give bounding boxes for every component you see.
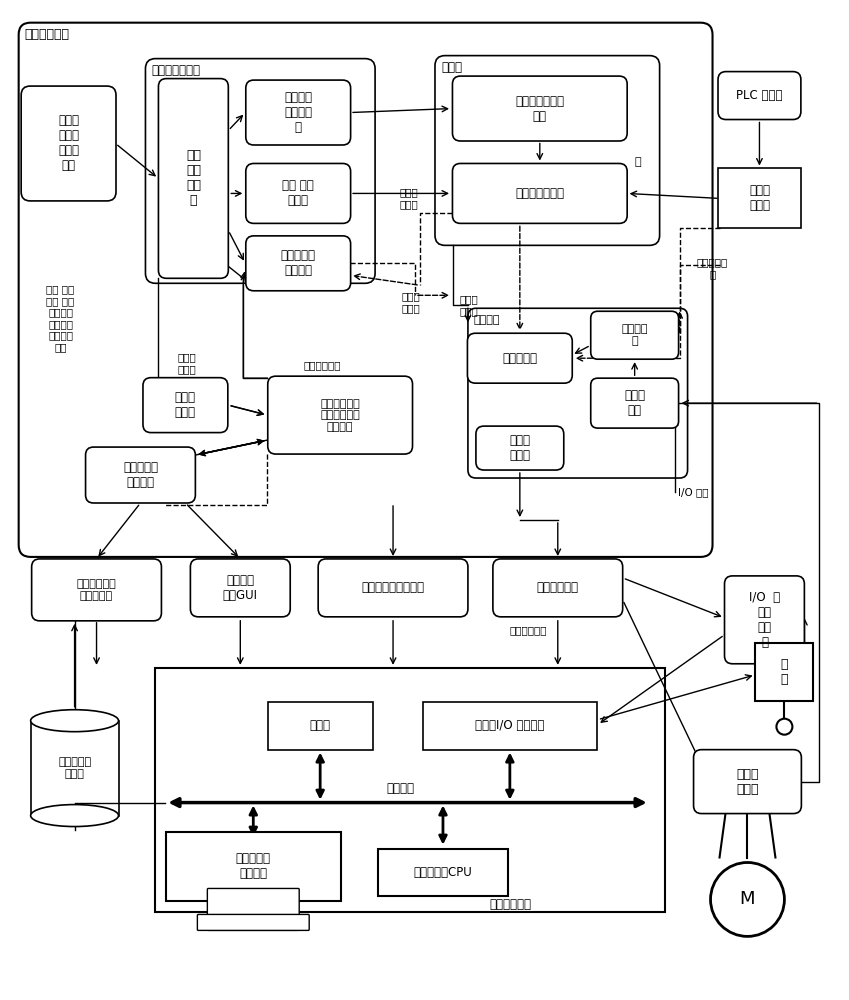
FancyBboxPatch shape: [159, 79, 228, 278]
FancyBboxPatch shape: [246, 163, 351, 223]
FancyBboxPatch shape: [318, 559, 468, 617]
FancyBboxPatch shape: [435, 56, 660, 245]
Text: 调度运
行接口: 调度运 行接口: [177, 352, 196, 374]
Text: 程序代码解析器: 程序代码解析器: [151, 64, 200, 77]
Text: 实时钟: 实时钟: [310, 719, 330, 732]
Circle shape: [777, 719, 792, 735]
Text: 直线、圆弧等常
规几: 直线、圆弧等常 规几: [515, 95, 565, 123]
FancyBboxPatch shape: [493, 559, 622, 617]
Text: 运算指令解
析执行器: 运算指令解 析执行器: [281, 249, 316, 277]
Circle shape: [711, 862, 784, 936]
Text: 实时操作系统: 实时操作系统: [510, 625, 548, 635]
FancyBboxPatch shape: [197, 914, 309, 930]
Text: 读取 测量
程序 文件
或包含测
量工序的
自动加工
文件: 读取 测量 程序 文件 或包含测 量工序的 自动加工 文件: [47, 284, 75, 352]
Text: 显示设备及
输入设备: 显示设备及 输入设备: [236, 852, 271, 880]
Text: 调度运
行接口: 调度运 行接口: [749, 184, 770, 212]
Text: 文件系统存
储介质: 文件系统存 储介质: [58, 757, 91, 779]
Text: 测量 指令
解析器: 测量 指令 解析器: [283, 179, 314, 207]
FancyBboxPatch shape: [724, 576, 804, 664]
Text: 测量运动请求: 测量运动请求: [303, 360, 340, 370]
Text: 数控系统硬件: 数控系统硬件: [490, 898, 531, 911]
Text: 测
头: 测 头: [781, 658, 788, 686]
Text: 测量运
动请求: 测量运 动请求: [399, 188, 418, 209]
Bar: [756, 643, 813, 701]
Text: 图形用户
接口GUI: 图形用户 接口GUI: [222, 574, 258, 602]
FancyBboxPatch shape: [145, 59, 375, 283]
FancyBboxPatch shape: [190, 559, 290, 617]
FancyBboxPatch shape: [476, 426, 564, 470]
Text: 中央处理器CPU: 中央处理器CPU: [413, 866, 472, 879]
Text: 文件管理及存
储设备驱动: 文件管理及存 储设备驱动: [76, 579, 116, 601]
FancyBboxPatch shape: [21, 86, 116, 201]
FancyBboxPatch shape: [468, 308, 688, 478]
Ellipse shape: [31, 710, 119, 732]
FancyBboxPatch shape: [453, 163, 627, 223]
Text: 数控人机交
互子系统: 数控人机交 互子系统: [123, 461, 158, 489]
Bar: [166, 832, 340, 901]
Text: 位置闭环: 位置闭环: [474, 315, 500, 325]
Text: I/O  控
制辅
助设
备: I/O 控 制辅 助设 备: [749, 591, 780, 649]
Text: 插补器: 插补器: [441, 61, 462, 74]
Text: 反馈计
数器: 反馈计 数器: [624, 389, 645, 417]
FancyBboxPatch shape: [246, 236, 351, 291]
Text: 闭环调节器: 闭环调节器: [503, 352, 537, 365]
Text: 内部总线: 内部总线: [386, 782, 414, 795]
Text: 实时任务调度子系统: 实时任务调度子系统: [362, 581, 424, 594]
Text: 数控加
工程序
文件操
作器: 数控加 工程序 文件操 作器: [58, 114, 79, 172]
FancyBboxPatch shape: [86, 447, 195, 503]
FancyBboxPatch shape: [718, 72, 801, 120]
FancyBboxPatch shape: [468, 333, 572, 383]
Bar: [423, 702, 597, 750]
Text: 常规运动
指令解析
器: 常规运动 指令解析 器: [284, 91, 312, 134]
Text: 调度运
行接口: 调度运 行接口: [175, 391, 196, 419]
Text: 何: 何: [635, 157, 641, 167]
Text: 指令
类别
甄别
器: 指令 类别 甄别 器: [186, 149, 201, 207]
Bar: [378, 849, 508, 896]
FancyBboxPatch shape: [143, 378, 228, 433]
Text: 反馈锁存
器: 反馈锁存 器: [621, 324, 648, 346]
Text: PLC 子系统: PLC 子系统: [736, 89, 783, 102]
Text: M: M: [739, 890, 756, 908]
FancyBboxPatch shape: [591, 378, 678, 428]
Text: I/O 刷新: I/O 刷新: [678, 487, 708, 497]
Text: 测头触发信
号: 测头触发信 号: [696, 258, 728, 279]
Text: 伺服驱
动装置: 伺服驱 动装置: [736, 768, 759, 796]
Text: 调度运
行接口: 调度运 行接口: [460, 294, 479, 316]
FancyBboxPatch shape: [207, 888, 299, 930]
Text: 系统变量及用
户宏变量存储
及管理器: 系统变量及用 户宏变量存储 及管理器: [320, 399, 360, 432]
Text: 伺服及I/O 设备接口: 伺服及I/O 设备接口: [475, 719, 544, 732]
Bar: [267, 702, 373, 750]
Text: 数控设备驱动: 数控设备驱动: [537, 581, 579, 594]
Bar: [718, 168, 801, 228]
FancyBboxPatch shape: [31, 559, 161, 621]
FancyBboxPatch shape: [694, 750, 801, 814]
Text: 测量运动服务器: 测量运动服务器: [515, 187, 565, 200]
Text: 解除运
行锁定: 解除运 行锁定: [402, 291, 420, 313]
Text: 数控系统软件: 数控系统软件: [25, 28, 70, 41]
Bar: [155, 668, 665, 912]
FancyBboxPatch shape: [19, 23, 712, 557]
FancyBboxPatch shape: [591, 311, 678, 359]
FancyBboxPatch shape: [267, 376, 413, 454]
Text: 调度运
行接口: 调度运 行接口: [509, 434, 531, 462]
FancyBboxPatch shape: [453, 76, 627, 141]
Ellipse shape: [31, 805, 119, 827]
FancyBboxPatch shape: [246, 80, 351, 145]
